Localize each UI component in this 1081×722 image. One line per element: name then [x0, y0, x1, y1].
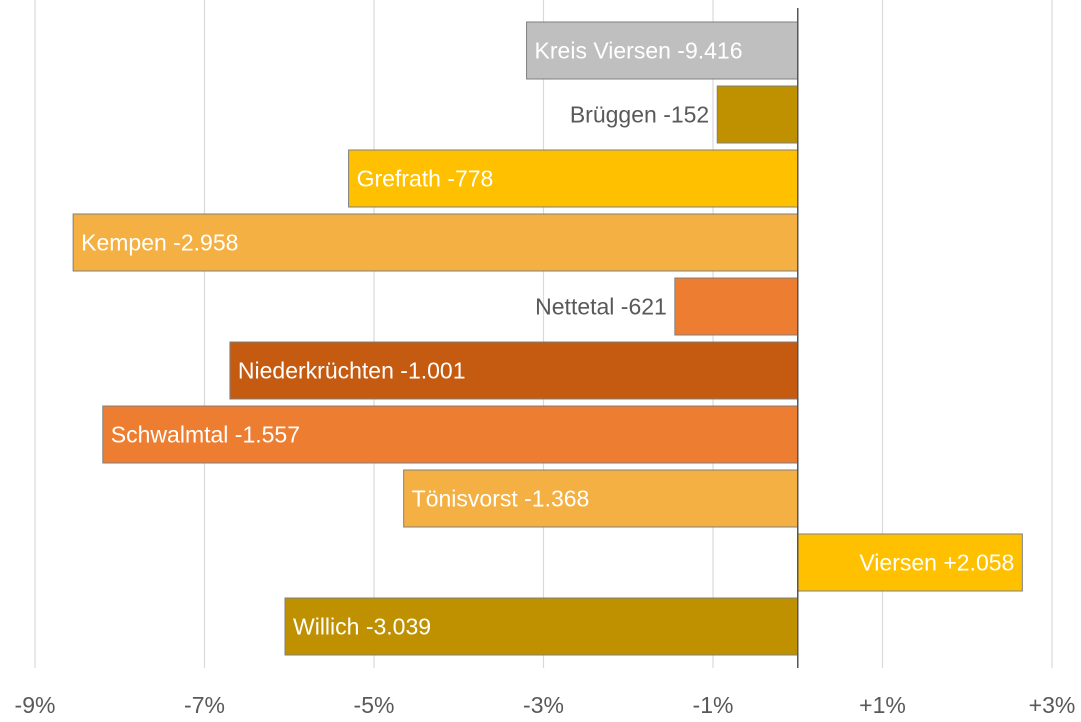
bar: [403, 469, 799, 528]
bar: [674, 277, 799, 336]
bars: [72, 21, 1023, 656]
bar: [526, 21, 799, 80]
bar-data-label: Grefrath -778: [357, 166, 494, 192]
bar-data-label: Willich -3.039: [293, 614, 431, 640]
x-tick-label: -5%: [354, 692, 395, 718]
bar-data-label: Nettetal -621: [535, 294, 667, 320]
x-tick-label: -7%: [184, 692, 225, 718]
bar-data-label: Niederkrüchten -1.001: [238, 358, 466, 384]
x-tick-label: -3%: [523, 692, 564, 718]
bar-data-label: Viersen +2.058: [859, 550, 1014, 576]
x-tick-label: +3%: [1029, 692, 1076, 718]
x-tick-label: +1%: [859, 692, 906, 718]
bar: [348, 149, 799, 208]
bar: [72, 213, 799, 272]
bar: [229, 341, 799, 400]
x-tick-label: -1%: [693, 692, 734, 718]
bar-data-label: Kempen -2.958: [81, 230, 238, 256]
bar-data-label: Schwalmtal -1.557: [111, 422, 300, 448]
bar: [716, 85, 799, 144]
bar-labels: Kreis Viersen -9.416 Brüggen -152 Grefrath…: [81, 38, 1014, 640]
x-axis-ticks: -9% -7% -5% -3% -1% +1% +3%: [15, 692, 1076, 718]
bar-data-label: Tönisvorst -1.368: [412, 486, 590, 512]
x-tick-label: -9%: [15, 692, 56, 718]
bar-data-label: Brüggen -152: [570, 102, 709, 128]
bar-data-label: Kreis Viersen -9.416: [535, 38, 743, 64]
bar: [284, 597, 799, 656]
